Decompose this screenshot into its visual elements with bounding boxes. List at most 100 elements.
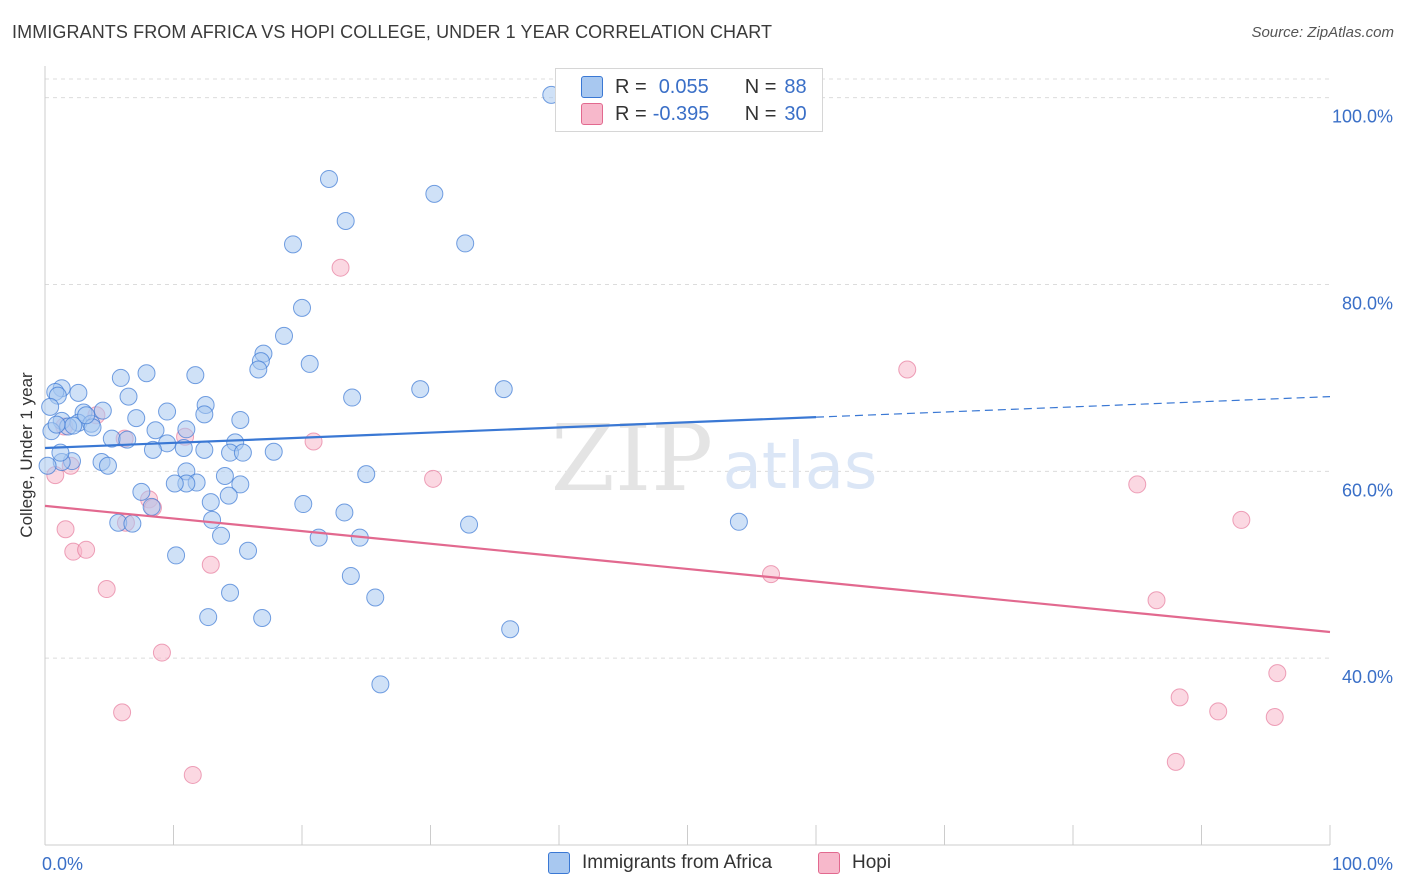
africa-legend-swatch [548, 852, 570, 874]
legend-label: Immigrants from Africa [582, 852, 773, 873]
hopi-points [46, 258, 1287, 784]
stats-legend: R = 0.055 N = 88 R = -0.395 N = 30 [555, 68, 823, 132]
hopi-point [1268, 664, 1287, 683]
africa-point [411, 380, 430, 399]
africa-point [300, 354, 319, 373]
y-tick-label: 80.0% [1342, 294, 1393, 314]
africa-points [38, 85, 748, 694]
africa-trend-extension [815, 396, 1331, 418]
africa-point [143, 440, 162, 459]
africa-point [186, 366, 205, 385]
africa-point [264, 442, 283, 461]
africa-point [77, 406, 96, 425]
series-legend: Immigrants from Africa Hopi [0, 852, 1406, 878]
y-tick-label: 40.0% [1342, 667, 1393, 687]
hopi-swatch [581, 103, 603, 125]
n-value: 88 [784, 75, 807, 98]
africa-point [221, 583, 240, 602]
legend-item-hopi: Hopi [818, 852, 891, 874]
x-tick-label: 100.0% [1332, 854, 1393, 874]
r-label: R = [615, 75, 647, 98]
grid [45, 78, 1330, 659]
hopi-point [1128, 475, 1147, 494]
watermark-zip: ZIP [551, 405, 713, 512]
africa-point [456, 234, 475, 253]
africa-point [231, 475, 250, 494]
africa-swatch [581, 76, 603, 98]
africa-point [219, 486, 238, 505]
hopi-point [152, 643, 171, 662]
africa-point [275, 326, 294, 345]
hopi-point [1232, 510, 1251, 529]
africa-point [165, 474, 184, 493]
hopi-point [183, 765, 202, 784]
africa-point [201, 493, 220, 512]
africa-point [199, 608, 218, 627]
x-tick-label: 0.0% [42, 854, 83, 874]
africa-point [41, 397, 60, 416]
africa-point [47, 415, 66, 434]
watermark-atlas: atlas [723, 430, 878, 504]
africa-point [501, 620, 520, 639]
source-label: Source: ZipAtlas.com [1251, 24, 1394, 41]
hopi-point [762, 565, 781, 584]
africa-point [98, 456, 117, 475]
hopi-point [97, 580, 116, 599]
chart-title: IMMIGRANTS FROM AFRICA VS HOPI COLLEGE, … [12, 22, 773, 42]
africa-point [336, 211, 355, 230]
y-tick-label: 100.0% [1332, 107, 1393, 127]
hopi-point [201, 555, 220, 574]
africa-point [127, 409, 146, 428]
hopi-trend-line [44, 504, 1331, 634]
africa-trend-line [44, 416, 817, 450]
africa-point [231, 410, 250, 429]
africa-point [284, 235, 303, 254]
africa-point [158, 402, 177, 421]
hopi-point [331, 258, 350, 277]
africa-point [119, 387, 138, 406]
hopi-point [1147, 591, 1166, 610]
africa-point [123, 514, 142, 533]
africa-point [335, 503, 354, 522]
hopi-point [1265, 708, 1284, 727]
hopi-point [424, 469, 443, 488]
africa-point [494, 380, 513, 399]
n-label: N = [744, 75, 777, 98]
hopi-point [113, 703, 132, 722]
africa-point [729, 512, 748, 531]
africa-point [425, 184, 444, 203]
africa-point [212, 526, 231, 545]
n-label: N = [744, 102, 777, 125]
africa-point [343, 388, 362, 407]
hopi-legend-swatch [818, 852, 840, 874]
legend-row-hopi: R = -0.395 N = 30 [556, 100, 807, 128]
trend-lines [44, 396, 1331, 634]
r-value: 0.055 [658, 75, 709, 98]
africa-point [195, 405, 214, 424]
africa-point [111, 368, 130, 387]
hopi-point [898, 360, 917, 379]
africa-point [233, 443, 252, 462]
hopi-point [1209, 702, 1228, 721]
africa-point [253, 609, 272, 628]
africa-point [215, 467, 234, 486]
hopi-point [1170, 688, 1189, 707]
legend-item-africa: Immigrants from Africa [548, 852, 772, 874]
africa-point [371, 675, 390, 694]
africa-point [293, 298, 311, 317]
africa-point [93, 401, 112, 420]
africa-point [366, 588, 385, 607]
y-axis-label: College, Under 1 year [17, 372, 36, 538]
tick-labels: 40.0% 60.0% 80.0% 100.0% 0.0% 100.0% [42, 107, 1393, 874]
africa-point [177, 420, 196, 439]
africa-point [132, 482, 151, 501]
hopi-point [1166, 752, 1185, 771]
africa-point [69, 383, 88, 402]
axes [44, 66, 1331, 846]
africa-point [195, 440, 214, 459]
r-label: R = [615, 102, 647, 125]
y-tick-label: 60.0% [1342, 480, 1393, 500]
hopi-point [304, 432, 323, 451]
africa-point [294, 495, 313, 514]
